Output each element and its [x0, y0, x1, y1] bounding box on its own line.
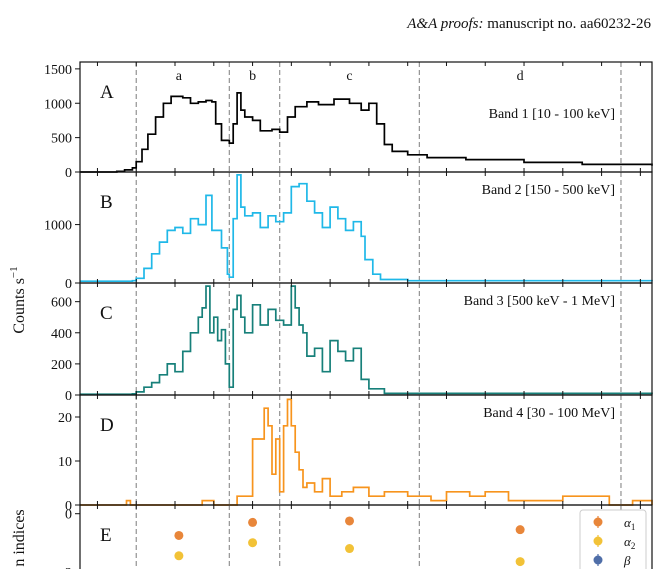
panel-letter: A — [100, 82, 114, 103]
alpha1-point — [345, 516, 355, 526]
interval-label: b — [249, 69, 256, 84]
y-tick-label: 1000 — [44, 97, 72, 112]
y-tick-label: 0 — [65, 508, 72, 523]
y-tick-label: −2 — [57, 566, 72, 569]
lightcurve-b — [80, 174, 653, 283]
alpha2-point — [345, 544, 355, 554]
alpha2-point — [248, 538, 258, 548]
legend-marker — [593, 555, 603, 565]
legend-marker — [593, 517, 603, 527]
y-tick-label: 0 — [65, 389, 72, 404]
photon-index-axis-label: n indices — [11, 509, 28, 566]
panel-letter: D — [100, 415, 114, 436]
y-tick-label: 600 — [51, 296, 72, 311]
interval-label: d — [517, 69, 524, 84]
panel-letter: B — [100, 192, 113, 213]
alpha1-point — [248, 517, 258, 527]
page-header: A&A proofs: manuscript no. aa60232-26 — [407, 16, 651, 33]
lightcurve-d — [80, 398, 653, 506]
legend-box — [579, 509, 647, 569]
legend-label: α1 — [624, 515, 635, 532]
y-tick-label: 1500 — [44, 63, 72, 78]
y-tick-label: 20 — [58, 411, 72, 426]
alpha1-point — [174, 530, 184, 540]
legend-label: β — [623, 553, 631, 568]
lightcurve-a — [80, 92, 653, 173]
band-label: Band 4 [30 - 100 MeV] — [483, 406, 615, 421]
panel-letter: C — [100, 303, 113, 324]
y-tick-label: 0 — [65, 499, 72, 514]
panel-e: 0 −2 Eα1 α2 β — [57, 504, 653, 569]
legend-marker — [593, 536, 603, 546]
y-tick-label: 0 — [65, 277, 72, 292]
y-tick-label: 1000 — [44, 219, 72, 234]
panel-letter: E — [100, 525, 112, 546]
panel-b: 0 1000 B Band 2 [150 - 500 keV] — [44, 171, 653, 292]
band-label: Band 2 [150 - 500 keV] — [482, 183, 615, 198]
manuscript-number: manuscript no. aa60232-26 — [487, 16, 651, 32]
lightcurve-c — [80, 285, 653, 396]
interval-label: c — [346, 69, 352, 84]
panel-frame — [79, 504, 653, 569]
alpha2-point — [174, 551, 184, 561]
panel-d: 0 10 20 D Band 4 [30 - 100 MeV] — [58, 394, 653, 514]
y-axis-label: Counts s−1 — [8, 266, 28, 333]
panel-c: 0 200 400 600 C Band 3 [500 keV - 1 MeV] — [51, 282, 653, 404]
band-label: Band 3 [500 keV - 1 MeV] — [464, 294, 615, 309]
legend-label: α2 — [624, 534, 635, 551]
band-label: Band 1 [10 - 100 keV] — [489, 107, 615, 122]
panel-a: 0 500 1000 1500 A Band 1 [10 - 100 keV] a b c d — [44, 61, 653, 181]
interval-label: a — [176, 69, 183, 84]
y-tick-label: 10 — [58, 455, 72, 470]
y-tick-label: 500 — [51, 132, 72, 147]
y-tick-label: 0 — [65, 166, 72, 181]
journal-name: A&A proofs: — [407, 16, 484, 32]
y-tick-label: 200 — [51, 358, 72, 373]
legend: α1 α2 β — [579, 509, 647, 569]
y-tick-label: 400 — [51, 327, 72, 342]
